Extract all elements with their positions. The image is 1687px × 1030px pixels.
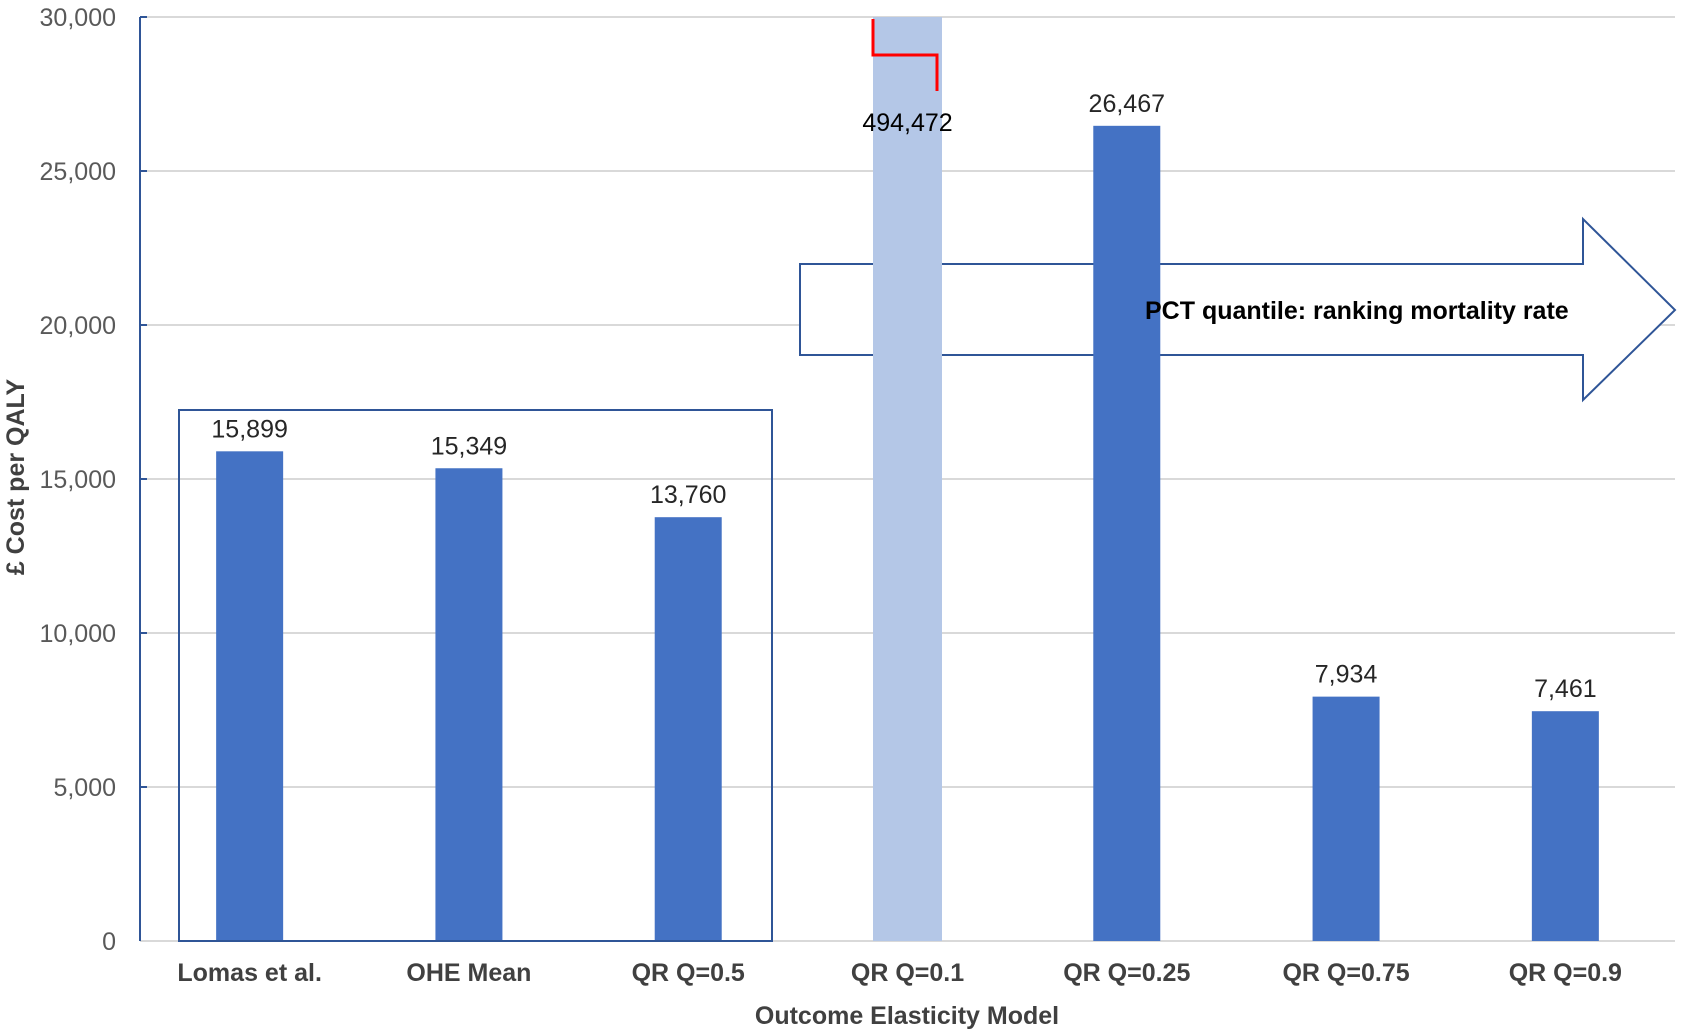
y-tick-label: 30,000	[40, 4, 116, 32]
data-label: 7,461	[1534, 675, 1597, 703]
data-label: 15,899	[211, 415, 287, 443]
baseline-models-box	[178, 409, 773, 942]
axis-break-icon	[871, 19, 939, 91]
y-axis-ticks: 0 5,000 10,000 15,000 20,000 25,000 30,000	[40, 4, 116, 956]
x-category-label: QR Q=0.25	[1063, 959, 1190, 987]
y-tick-label: 25,000	[40, 158, 116, 186]
y-tick-label: 0	[102, 928, 116, 956]
y-axis-title: £ Cost per QALY	[2, 379, 30, 576]
data-label: 7,934	[1315, 661, 1378, 689]
bar	[435, 468, 503, 941]
arrow-label: PCT quantile: ranking mortality rate	[1145, 297, 1569, 325]
group-box	[178, 409, 773, 942]
bar	[654, 517, 722, 941]
bar	[1531, 711, 1599, 941]
x-category-label: QR Q=0.5	[632, 959, 745, 987]
y-tick-label: 20,000	[40, 312, 116, 340]
bar	[1312, 696, 1380, 941]
y-tick-label: 15,000	[40, 466, 116, 494]
data-label: 494,472	[862, 109, 952, 137]
y-axis	[139, 16, 147, 941]
x-axis-title: Outcome Elasticity Model	[755, 1002, 1059, 1030]
x-category-label: QR Q=0.1	[851, 959, 964, 987]
x-category-label: QR Q=0.75	[1282, 959, 1409, 987]
y-tick-label: 5,000	[53, 774, 116, 802]
x-category-label: OHE Mean	[406, 959, 531, 987]
bar	[1093, 125, 1161, 941]
data-label: 15,349	[431, 432, 507, 460]
x-category-label: QR Q=0.9	[1509, 959, 1622, 987]
bars	[216, 451, 722, 941]
data-label: 13,760	[650, 481, 726, 509]
bars-overlay	[873, 17, 1599, 941]
x-category-label: Lomas et al.	[177, 959, 322, 987]
data-label: 26,467	[1089, 90, 1165, 118]
bar-truncated	[873, 17, 942, 941]
data-labels: 15,899 15,349 13,760 494,472 26,467 7,934 7,46…	[211, 19, 1597, 703]
x-axis-category-labels: Lomas et al. OHE Mean QR Q=0.5 QR Q=0.1 QR Q…	[177, 959, 1622, 987]
bar	[216, 451, 284, 941]
y-tick-label: 10,000	[40, 620, 116, 648]
